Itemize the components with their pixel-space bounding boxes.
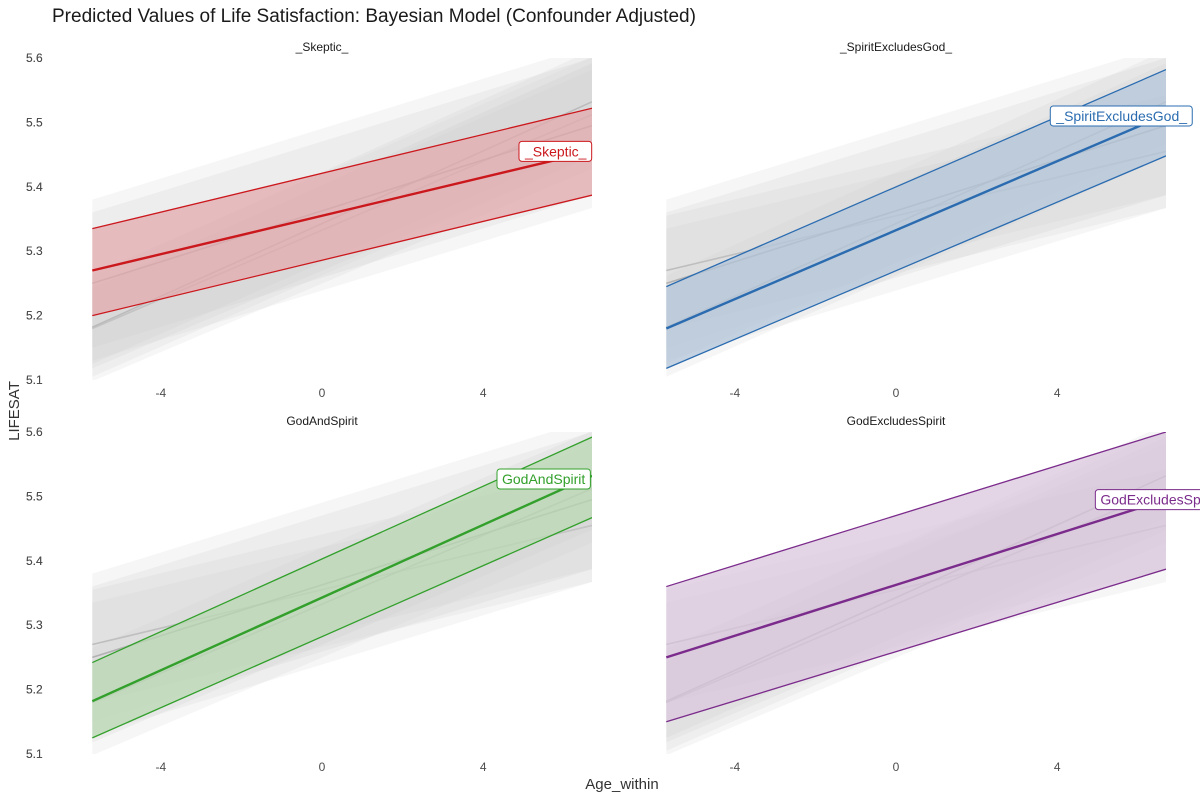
y-tick-label: 5.4 [26, 180, 43, 194]
x-tick-label: 0 [319, 386, 326, 400]
x-tick-label: 0 [893, 386, 900, 400]
x-tick-label: -4 [729, 386, 740, 400]
y-tick-label: 5.5 [26, 489, 43, 503]
series-label-text: _Skeptic_ [524, 143, 587, 159]
y-tick-label: 5.3 [26, 244, 43, 258]
x-tick-label: 4 [480, 386, 487, 400]
y-tick-label: 5.3 [26, 618, 43, 632]
x-axis-label: Age_within [585, 776, 658, 793]
panel-strip-title: GodAndSpirit [286, 414, 358, 428]
plot-area [91, 58, 592, 380]
series-label-text: GodExcludesSpirit [1100, 492, 1200, 508]
series-label-text: GodAndSpirit [502, 471, 585, 487]
mean-line [665, 498, 1166, 659]
panels: _Skeptic_5.15.25.35.45.55.6-4 0 4_Skeptic_… [26, 40, 1200, 774]
panel-spiritexcludesgod: _SpiritExcludesGod_ 5.1 5.2 5.3 5.4 5.5 5.6 -4 0… [26, 40, 1193, 400]
series-label-box [1094, 489, 1200, 511]
series-label-box [496, 468, 591, 490]
x-tick-label: -4 [155, 386, 166, 400]
x-tick-label: 0 [319, 760, 326, 774]
y-tick-label: 5.5 [26, 489, 43, 503]
chart-title: Predicted Values of Life Satisfaction: B… [52, 6, 696, 27]
ci-lower-line [92, 194, 592, 317]
y-tick-label: 5.2 [26, 309, 43, 323]
mean-line [91, 474, 592, 703]
y-tick-label: 5.5 [26, 115, 43, 129]
y-tick-label: 5.3 [26, 244, 43, 258]
ci-ribbon [666, 432, 1166, 722]
y-tick-label: 5.4 [26, 554, 43, 568]
mean-line [92, 150, 592, 272]
x-tick-label: 4 [480, 760, 487, 774]
y-tick-label: 5.4 [26, 554, 43, 568]
series-label: GodExcludesSpirit [1094, 489, 1200, 511]
y-tick-label: 5.1 [26, 373, 43, 387]
series-label: _SpiritExcludesGod_ [1049, 105, 1193, 127]
plot-area [665, 58, 1166, 377]
series-label-box [518, 140, 593, 162]
y-tick-label: 5.6 [26, 51, 43, 65]
ci-upper-line [92, 107, 592, 230]
y-tick-label: 5.5 [26, 115, 43, 129]
panel-godandspirit: GodAndSpirit 5.1 5.2 5.3 5.4 5.5 5.6 -4 0 4 GodAnd… [26, 414, 592, 774]
ci-lower-line [92, 517, 592, 739]
ci-upper-line [666, 432, 1166, 588]
panel-strip-title: _Skeptic_ [295, 40, 349, 54]
panel-strip-title: GodExcludesSpirit [847, 414, 946, 428]
series-label-box [1049, 105, 1193, 127]
series-label: _Skeptic_ [518, 140, 593, 162]
y-tick-label: 5.2 [26, 683, 43, 697]
y-tick-label: 5.1 [26, 747, 43, 761]
y-tick-label: 5.1 [26, 373, 43, 387]
x-tick-label: 0 [893, 760, 900, 774]
y-tick-label: 5.2 [26, 309, 43, 323]
x-tick-label: -4 [729, 760, 740, 774]
ci-lower-line [666, 568, 1166, 723]
x-tick-label: 4 [1054, 760, 1061, 774]
mean-line [665, 113, 1166, 330]
series-label-text: _SpiritExcludesGod_ [1055, 108, 1187, 124]
x-tick-label: 4 [1054, 386, 1061, 400]
panel-strip-title: _SpiritExcludesGod_ [839, 40, 952, 54]
ci-ribbon [666, 69, 1166, 369]
plot-area [665, 432, 1166, 754]
y-tick-label: 5.3 [26, 618, 43, 632]
y-tick-label: 5.6 [26, 425, 43, 439]
y-tick-label: 5.6 [26, 51, 43, 65]
panel-skeptic: _Skeptic_ 5.1 5.2 5.3 5.4 5.5 5.6 -4 0 4 _Skeptic_ [26, 40, 593, 400]
y-tick-label: 5.1 [26, 747, 43, 761]
ci-lower-line [666, 155, 1166, 370]
y-tick-label: 5.4 [26, 180, 43, 194]
y-tick-label: 5.2 [26, 683, 43, 697]
series-label: GodAndSpirit [496, 468, 591, 490]
x-tick-label: -4 [155, 760, 166, 774]
y-axis-label: LIFESAT [6, 381, 23, 441]
plot-area [91, 432, 592, 754]
y-tick-label: 5.6 [26, 425, 43, 439]
